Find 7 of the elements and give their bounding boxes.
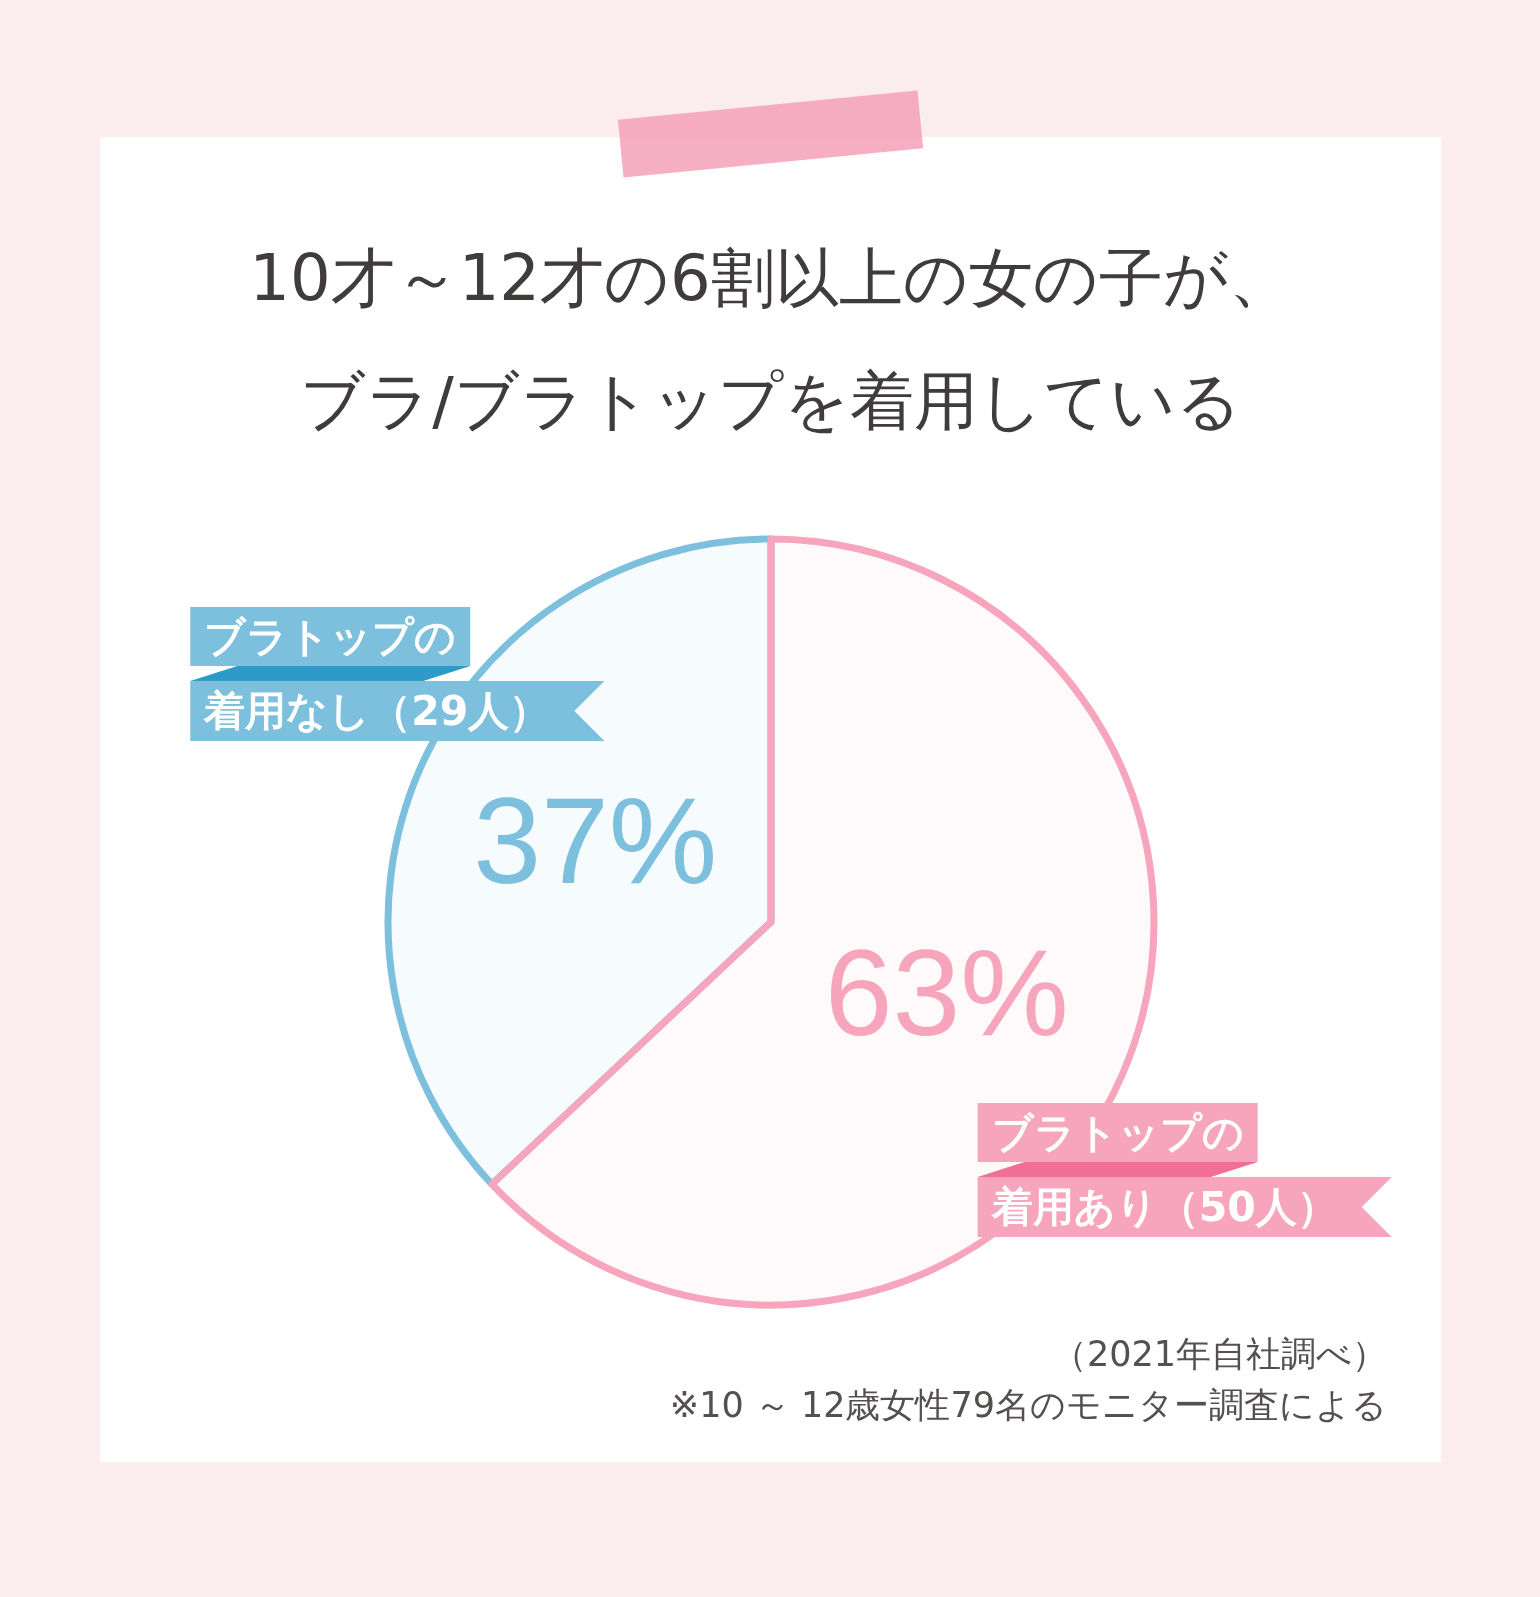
chart-title: 10才～12才の6割以上の女の子が、ブラ/ブラトップを着用している bbox=[249, 240, 1293, 438]
data-label: 37% bbox=[473, 772, 718, 909]
text: （2021年自社調べ） bbox=[1051, 1334, 1387, 1374]
text: ※10 ～ 12歳女性79名のモニター調査による bbox=[669, 1385, 1387, 1425]
slice-label: ブラトップの着用なし（29人） bbox=[203, 613, 551, 736]
data-label: 63% bbox=[824, 925, 1069, 1062]
slice-label: ブラトップの着用あり（50人） bbox=[990, 1108, 1338, 1231]
